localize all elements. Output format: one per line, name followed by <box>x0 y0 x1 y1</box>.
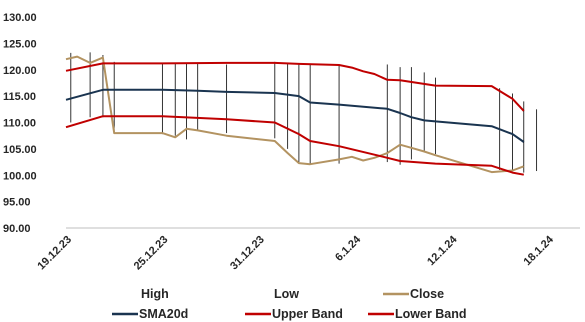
y-tick-label: 110.00 <box>3 118 36 130</box>
y-axis-labels: 130.00 125.00 120.00 115.00 110.00 105.00 100.… <box>3 12 37 235</box>
y-tick-label: 95.00 <box>3 197 31 209</box>
series-line-upper-band <box>65 61 525 112</box>
x-tick-label: 12.1.24 <box>425 233 460 268</box>
x-tick-label: 19.12.23 <box>35 234 74 273</box>
legend-item: Low <box>274 287 299 301</box>
high-low-lines <box>70 52 538 173</box>
legend-label: SMA20d <box>139 307 188 321</box>
y-tick-label: 115.00 <box>3 91 36 103</box>
y-tick-label: 100.00 <box>3 170 37 182</box>
series-lines <box>65 55 525 176</box>
x-tick-label: 25.12.23 <box>132 234 171 273</box>
y-tick-label: 130.00 <box>3 12 37 24</box>
legend-item: Lower Band <box>368 307 467 321</box>
legend-item: High <box>141 287 169 301</box>
x-axis-labels: 19.12.23 25.12.23 31.12.23 6.1.24 12.1.24 18.… <box>35 233 556 272</box>
legend-item: Upper Band <box>245 307 343 321</box>
y-tick-label: 120.00 <box>3 65 37 77</box>
y-tick-label: 90.00 <box>3 223 31 235</box>
series-line-sma20d <box>65 88 525 143</box>
legend-item: SMA20d <box>112 307 188 321</box>
legend-label: Upper Band <box>272 307 343 321</box>
legend-label: Close <box>410 287 444 301</box>
x-tick-label: 6.1.24 <box>333 233 364 264</box>
x-tick-label: 31.12.23 <box>228 234 267 273</box>
legend: High Low Close SMA20d Upper Band Lower Band <box>112 287 467 321</box>
legend-label: Lower Band <box>395 307 467 321</box>
series-line-lower-band <box>65 115 524 176</box>
series-line-close <box>65 55 525 174</box>
legend-label: High <box>141 287 169 301</box>
legend-item: Close <box>383 287 444 301</box>
y-tick-label: 105.00 <box>3 144 37 156</box>
y-tick-label: 125.00 <box>3 38 37 50</box>
legend-label: Low <box>274 287 299 301</box>
x-tick-label: 18.1.24 <box>522 233 557 268</box>
